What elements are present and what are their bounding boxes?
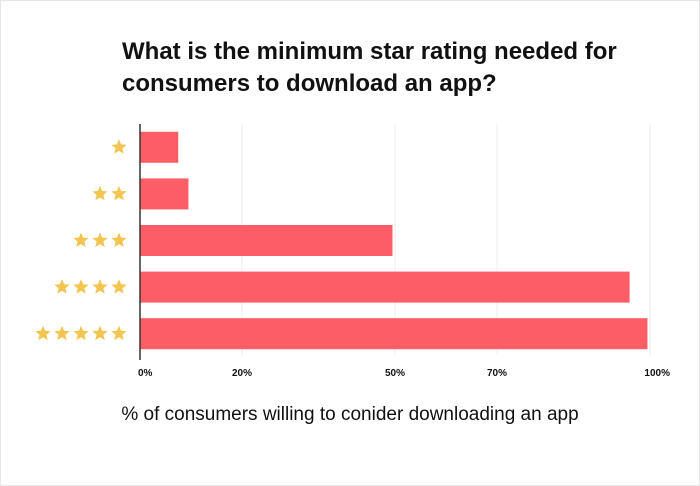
x-tick-label: 0% xyxy=(138,368,153,379)
x-tick-label: 100% xyxy=(644,368,670,379)
bar xyxy=(140,225,393,256)
star-icon xyxy=(73,279,89,294)
bar xyxy=(140,131,179,163)
star-icon xyxy=(111,185,127,201)
star-icon xyxy=(111,232,127,247)
star-icon xyxy=(92,185,108,201)
star-icon xyxy=(73,325,89,341)
star-icon xyxy=(111,325,127,341)
x-tick-label: 70% xyxy=(487,368,507,379)
x-tick-label: 50% xyxy=(385,368,405,379)
x-axis-label: % of consumers willing to conider downlo… xyxy=(121,404,579,425)
star-icon xyxy=(92,325,108,341)
star-icon xyxy=(111,139,127,154)
bar xyxy=(140,178,189,210)
bar xyxy=(140,271,630,303)
star-icon xyxy=(92,232,108,247)
bar xyxy=(140,318,648,350)
star-icon xyxy=(73,232,89,247)
x-tick-label: 20% xyxy=(232,368,252,379)
star-icon xyxy=(92,279,108,294)
star-icon xyxy=(111,279,127,294)
chart-title: What is the minimum star rating needed f… xyxy=(122,38,617,97)
star-icon xyxy=(54,279,70,294)
star-icon xyxy=(54,325,70,341)
star-icon xyxy=(35,325,51,341)
